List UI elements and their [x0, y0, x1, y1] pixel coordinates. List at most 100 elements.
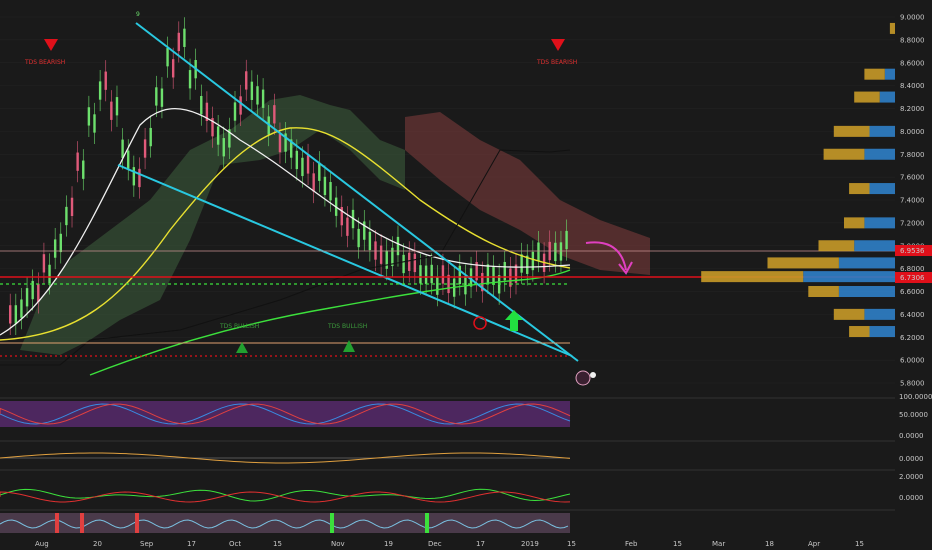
- candle-body: [14, 305, 18, 324]
- time-axis[interactable]: [0, 536, 932, 550]
- candle-body: [211, 118, 214, 137]
- candle-body: [295, 150, 299, 170]
- price-axis-tick: 6.2000: [900, 334, 925, 342]
- macd-panel[interactable]: [0, 440, 895, 459]
- osc-tick-50: 50.0000: [899, 411, 928, 419]
- price-axis-tick: 7.4000: [900, 197, 925, 205]
- candle-body: [424, 265, 428, 284]
- volume-profile-bar: [864, 68, 885, 80]
- candle-body: [441, 265, 445, 284]
- candle-body: [402, 254, 405, 274]
- time-axis-tick: Apr: [808, 540, 820, 548]
- td-bearish-right-label: TDS BEARISH: [536, 59, 577, 66]
- candle-body: [53, 239, 57, 258]
- time-axis-tick: Dec: [428, 540, 442, 548]
- price-axis-tick: 9.0000: [900, 14, 925, 22]
- trendlines[interactable]: [117, 22, 579, 362]
- volume-profile-bar: [838, 286, 895, 297]
- volume-profile-bar: [808, 286, 839, 297]
- time-axis-tick: 17: [187, 540, 196, 548]
- candle-body: [216, 126, 220, 145]
- candle-body: [177, 32, 180, 52]
- volume-profile-bar: [869, 326, 895, 338]
- histogram-spike: [425, 513, 429, 533]
- candle-body: [368, 231, 372, 251]
- volume-profile-bar: [833, 308, 865, 320]
- badge-icon[interactable]: [575, 370, 591, 386]
- candle-body: [318, 162, 321, 181]
- candle-body: [70, 197, 74, 217]
- candle-body: [379, 245, 383, 264]
- histogram-spike: [80, 513, 84, 533]
- volume-profile-bar: [818, 240, 855, 252]
- candle-body: [385, 250, 388, 269]
- bearish-marker-icon: [44, 39, 58, 51]
- candle-body: [250, 81, 254, 100]
- price-axis-tick: 8.2000: [900, 105, 925, 113]
- histogram-line: [0, 519, 569, 529]
- bullish-cloud: [20, 95, 405, 355]
- price-axis-tick: 5.8000: [900, 380, 925, 388]
- price-axis-tick: 6.8000: [900, 265, 925, 273]
- osc-tick-100: 100.0000: [899, 393, 932, 401]
- candle-body: [171, 59, 175, 78]
- candle-body: [531, 251, 535, 271]
- volume-profile-bar: [849, 326, 870, 338]
- upper-trendline[interactable]: [135, 22, 579, 362]
- candle-body: [340, 206, 343, 226]
- candle-body: [239, 96, 242, 115]
- volume-profile-bar: [844, 217, 865, 229]
- ma-yellow-line: [0, 127, 571, 341]
- candle-body: [430, 264, 433, 284]
- candle-body: [48, 264, 51, 284]
- candle-body: [554, 242, 557, 262]
- candle-body: [357, 228, 360, 248]
- candle-body: [31, 280, 34, 300]
- candle-body: [408, 252, 411, 271]
- price-panel[interactable]: [0, 0, 895, 395]
- support-price-tag: [895, 272, 932, 283]
- candle-body: [514, 264, 518, 283]
- volume-profile: [701, 22, 895, 338]
- candle-body: [20, 299, 23, 318]
- forecast-arrow: [585, 241, 627, 271]
- badge-dot-icon: [590, 372, 596, 378]
- lower-trendline[interactable]: [117, 164, 573, 357]
- bullish-arrow-icon: [505, 310, 523, 331]
- candle-body: [261, 89, 265, 108]
- candle-body: [419, 265, 422, 284]
- current-price-label: 6.9536: [900, 247, 925, 255]
- volume-profile-bar: [767, 257, 839, 269]
- histogram-spike: [330, 513, 334, 533]
- candle-body: [9, 305, 12, 324]
- candle-body: [559, 242, 563, 261]
- time-axis-tick: 17: [476, 540, 485, 548]
- candle-body: [160, 88, 164, 107]
- histogram-spike: [135, 513, 139, 533]
- candle-body: [447, 274, 450, 294]
- bearish-cloud: [405, 112, 650, 275]
- candle-body: [110, 101, 113, 120]
- candle-body: [537, 242, 540, 261]
- histogram-panel[interactable]: [0, 509, 895, 533]
- time-axis-tick: 15: [673, 540, 682, 548]
- macd-line: [0, 452, 571, 464]
- ind-tick-0: 0.0000: [899, 494, 924, 502]
- candle-body: [132, 167, 136, 186]
- time-axis-tick: 2019: [521, 540, 539, 548]
- candle-body: [42, 254, 46, 273]
- volume-profile-bar: [889, 22, 895, 34]
- candle-body: [98, 81, 102, 100]
- candle-body: [312, 173, 315, 192]
- candle-body: [188, 70, 192, 89]
- td-bullish-right-label: TDS BULLISH: [327, 323, 367, 330]
- candle-body: [59, 233, 62, 253]
- candle-body: [143, 139, 147, 158]
- candle-body: [363, 221, 366, 240]
- candle-body: [323, 176, 327, 196]
- candle-body: [166, 48, 169, 67]
- candle-body: [346, 217, 349, 236]
- price-axis-tick: 7.8000: [900, 151, 925, 159]
